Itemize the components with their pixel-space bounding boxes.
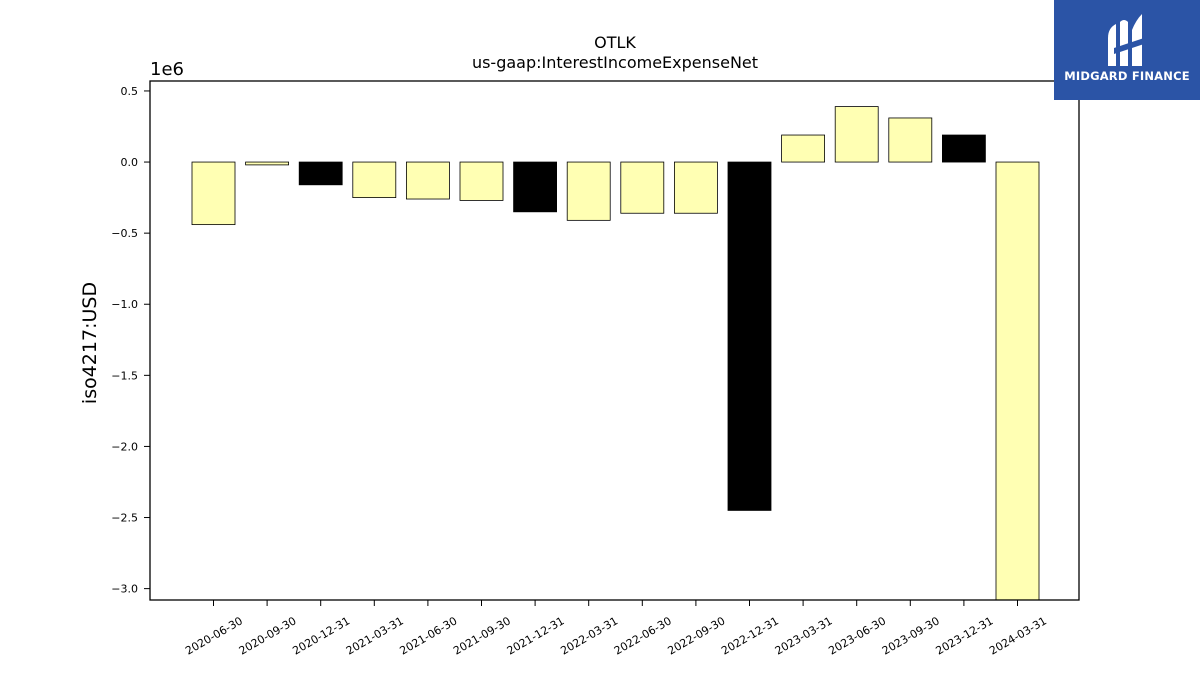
x-tick-label: 2021-06-30 bbox=[398, 614, 460, 657]
bars bbox=[191, 106, 1040, 601]
bar-2023-09-30 bbox=[888, 117, 933, 163]
bar-2020-09-30 bbox=[245, 161, 290, 166]
y-offset-label: 1e6 bbox=[150, 59, 184, 80]
bar-2021-09-30 bbox=[459, 161, 504, 201]
x-tick-label: 2021-09-30 bbox=[451, 614, 513, 657]
bar-2022-06-30 bbox=[620, 161, 665, 214]
x-tick-label: 2022-12-31 bbox=[719, 614, 781, 657]
bar-2022-12-31 bbox=[727, 161, 772, 511]
bar-2022-09-30 bbox=[674, 161, 718, 214]
bar-2021-06-30 bbox=[405, 161, 450, 200]
x-tick-label: 2023-06-30 bbox=[826, 614, 888, 657]
bar-2023-12-31 bbox=[942, 134, 986, 163]
bar-2021-12-31 bbox=[513, 161, 557, 213]
bar-2023-06-30 bbox=[834, 106, 879, 163]
x-tick-label: 2023-09-30 bbox=[880, 614, 942, 657]
chart-title: OTLK bbox=[594, 33, 636, 52]
y-tick-label: −1.5 bbox=[111, 369, 138, 382]
x-tick-label: 2021-03-31 bbox=[344, 614, 406, 657]
x-tick-label: 2023-12-31 bbox=[934, 614, 996, 657]
bar-2020-06-30 bbox=[191, 161, 236, 226]
y-axis-label: iso4217:USD bbox=[79, 282, 101, 404]
y-tick-label: −2.0 bbox=[111, 440, 138, 453]
x-axis-ticks: 2020-06-302020-09-302020-12-312021-03-31… bbox=[183, 600, 1049, 658]
x-tick-label: 2021-12-31 bbox=[505, 614, 567, 657]
midgard-finance-logo: MIDGARD FINANCE bbox=[1054, 0, 1200, 100]
x-tick-label: 2020-12-31 bbox=[290, 614, 352, 657]
y-tick-label: −2.5 bbox=[111, 512, 138, 525]
y-tick-label: −0.5 bbox=[111, 227, 138, 240]
x-tick-label: 2022-06-30 bbox=[612, 614, 674, 657]
plot-frame bbox=[149, 80, 1080, 601]
y-tick-label: 0.5 bbox=[121, 85, 139, 98]
y-tick-label: 0.0 bbox=[121, 156, 139, 169]
x-tick-label: 2020-09-30 bbox=[237, 614, 299, 657]
bar-2020-12-31 bbox=[298, 161, 343, 186]
y-tick-label: −3.0 bbox=[111, 583, 138, 596]
x-tick-label: 2024-03-31 bbox=[987, 614, 1049, 657]
y-tick-label: −1.0 bbox=[111, 298, 138, 311]
y-axis-ticks: 0.5 0.0 −0.5 −1.0 −1.5 −2.0 −2.5 −3.0 bbox=[111, 85, 150, 596]
bar-2022-03-31 bbox=[566, 161, 611, 221]
bar-2023-03-31 bbox=[781, 134, 825, 163]
x-tick-label: 2023-03-31 bbox=[773, 614, 835, 657]
x-tick-label: 2022-03-31 bbox=[558, 614, 620, 657]
x-tick-label: 2020-06-30 bbox=[183, 614, 245, 657]
chart-subtitle: us-gaap:InterestIncomeExpenseNet bbox=[472, 53, 758, 72]
x-tick-label: 2022-09-30 bbox=[666, 614, 728, 657]
bar-2024-03-31 bbox=[995, 161, 1040, 601]
bar-2021-03-31 bbox=[352, 161, 397, 198]
brand-name: MIDGARD FINANCE bbox=[1064, 69, 1190, 83]
midgard-logo-icon bbox=[1108, 14, 1144, 66]
